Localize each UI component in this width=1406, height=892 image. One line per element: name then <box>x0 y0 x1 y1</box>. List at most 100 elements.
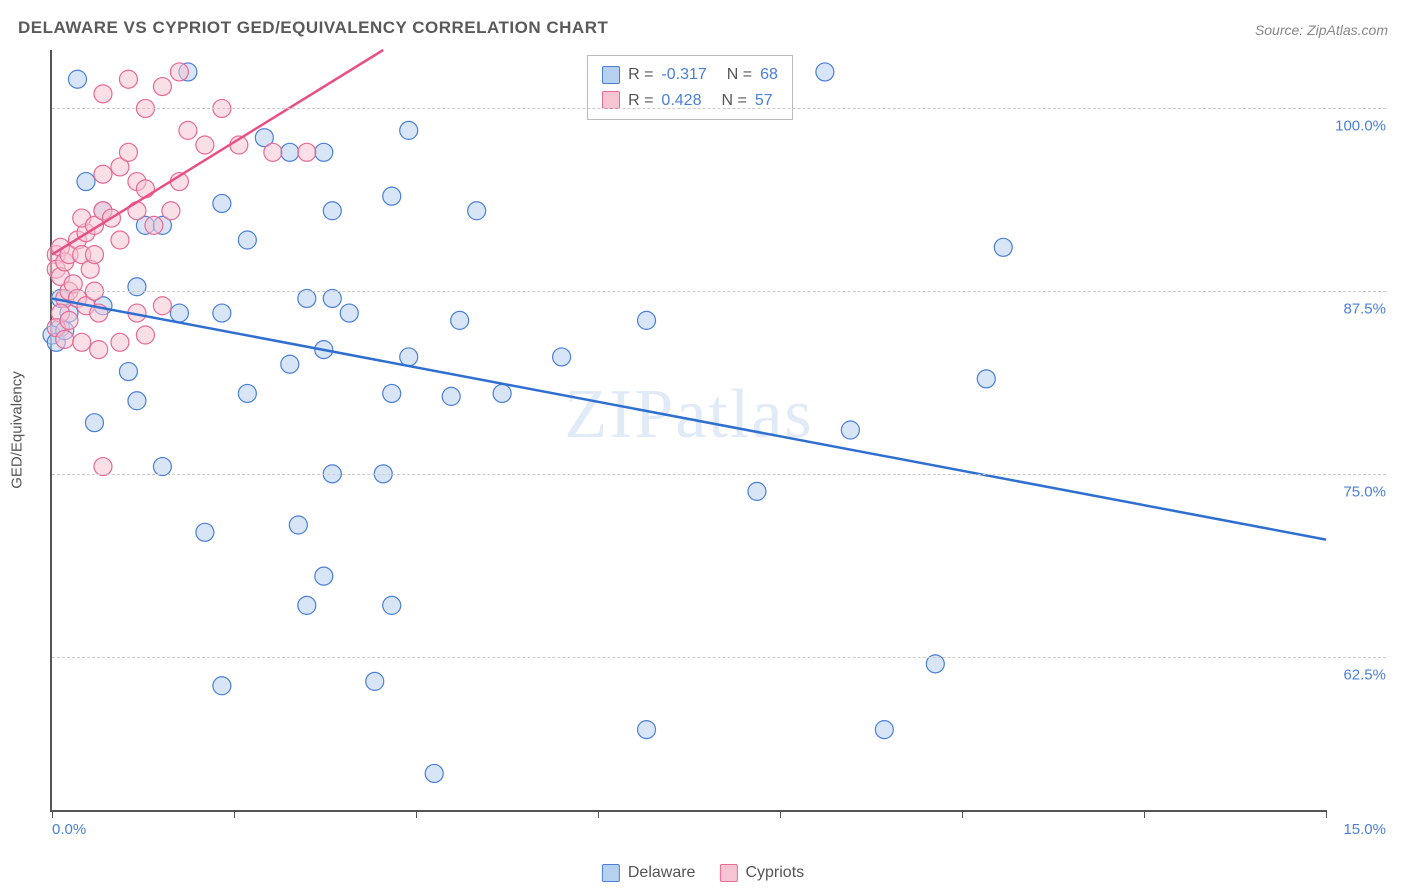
data-point <box>400 348 418 366</box>
x-axis-max-label: 15.0% <box>1343 821 1386 838</box>
data-point <box>179 121 197 139</box>
y-tick-label: 75.0% <box>1331 483 1386 500</box>
x-tick <box>416 810 417 818</box>
data-point <box>468 202 486 220</box>
data-point <box>748 482 766 500</box>
data-point <box>128 392 146 410</box>
legend-label: Cypriots <box>745 864 804 882</box>
data-point <box>111 231 129 249</box>
data-point <box>875 721 893 739</box>
data-point <box>451 311 469 329</box>
gridline <box>52 108 1386 109</box>
y-tick-label: 87.5% <box>1331 301 1386 318</box>
data-point <box>77 173 95 191</box>
source-attribution: Source: ZipAtlas.com <box>1255 22 1388 38</box>
data-point <box>94 458 112 476</box>
data-point <box>238 231 256 249</box>
x-tick <box>1326 810 1327 818</box>
data-point <box>196 136 214 154</box>
legend-label: Delaware <box>628 864 696 882</box>
data-point <box>153 297 171 315</box>
data-point <box>816 63 834 81</box>
data-point <box>136 326 154 344</box>
x-axis-min-label: 0.0% <box>52 821 86 838</box>
data-point <box>400 121 418 139</box>
data-point <box>60 311 78 329</box>
gridline <box>52 291 1386 292</box>
data-point <box>926 655 944 673</box>
legend-item: Delaware <box>602 864 696 882</box>
data-point <box>136 180 154 198</box>
data-point <box>68 70 86 88</box>
x-tick <box>1144 810 1145 818</box>
data-point <box>841 421 859 439</box>
data-point <box>111 333 129 351</box>
data-point <box>366 672 384 690</box>
data-point <box>213 304 231 322</box>
data-point <box>323 202 341 220</box>
data-point <box>94 85 112 103</box>
data-point <box>238 384 256 402</box>
data-point <box>281 143 299 161</box>
trend-line <box>52 298 1326 539</box>
data-point <box>638 721 656 739</box>
data-point <box>493 384 511 402</box>
data-point <box>315 143 333 161</box>
data-point <box>442 387 460 405</box>
data-point <box>994 238 1012 256</box>
data-point <box>73 333 91 351</box>
data-point <box>638 311 656 329</box>
data-point <box>298 289 316 307</box>
data-point <box>196 523 214 541</box>
data-point <box>85 246 103 264</box>
data-point <box>553 348 571 366</box>
data-point <box>170 304 188 322</box>
data-point <box>90 341 108 359</box>
x-tick <box>234 810 235 818</box>
trend-line <box>52 50 383 255</box>
data-point <box>340 304 358 322</box>
data-point <box>145 216 163 234</box>
y-tick-label: 62.5% <box>1331 666 1386 683</box>
data-point <box>315 567 333 585</box>
legend: Delaware Cypriots <box>602 864 804 882</box>
data-point <box>213 194 231 212</box>
data-point <box>323 289 341 307</box>
data-point <box>213 677 231 695</box>
gridline <box>52 657 1386 658</box>
data-point <box>128 202 146 220</box>
data-point <box>425 764 443 782</box>
data-point <box>298 143 316 161</box>
data-point <box>85 414 103 432</box>
data-point <box>119 143 137 161</box>
data-point <box>128 278 146 296</box>
legend-swatch <box>602 864 620 882</box>
x-tick <box>780 810 781 818</box>
data-point <box>383 384 401 402</box>
data-point <box>56 330 74 348</box>
data-point <box>153 458 171 476</box>
data-point <box>977 370 995 388</box>
data-point <box>289 516 307 534</box>
data-point <box>383 187 401 205</box>
x-tick <box>598 810 599 818</box>
data-point <box>119 363 137 381</box>
legend-swatch <box>719 864 737 882</box>
data-point <box>162 202 180 220</box>
data-point <box>94 165 112 183</box>
chart-title: DELAWARE VS CYPRIOT GED/EQUIVALENCY CORR… <box>18 18 608 38</box>
y-axis-label: GED/Equivalency <box>9 371 26 489</box>
plot-wrap: GED/Equivalency ZIPatlas R = -0.317N = 6… <box>50 50 1386 842</box>
data-point <box>119 70 137 88</box>
legend-item: Cypriots <box>719 864 804 882</box>
x-tick <box>962 810 963 818</box>
data-point <box>298 596 316 614</box>
data-point <box>170 63 188 81</box>
data-point <box>264 143 282 161</box>
data-point <box>383 596 401 614</box>
data-point <box>281 355 299 373</box>
y-tick-label: 100.0% <box>1331 118 1386 135</box>
x-tick <box>52 810 53 818</box>
chart-svg <box>52 50 1326 810</box>
plot-area: GED/Equivalency ZIPatlas R = -0.317N = 6… <box>50 50 1326 812</box>
